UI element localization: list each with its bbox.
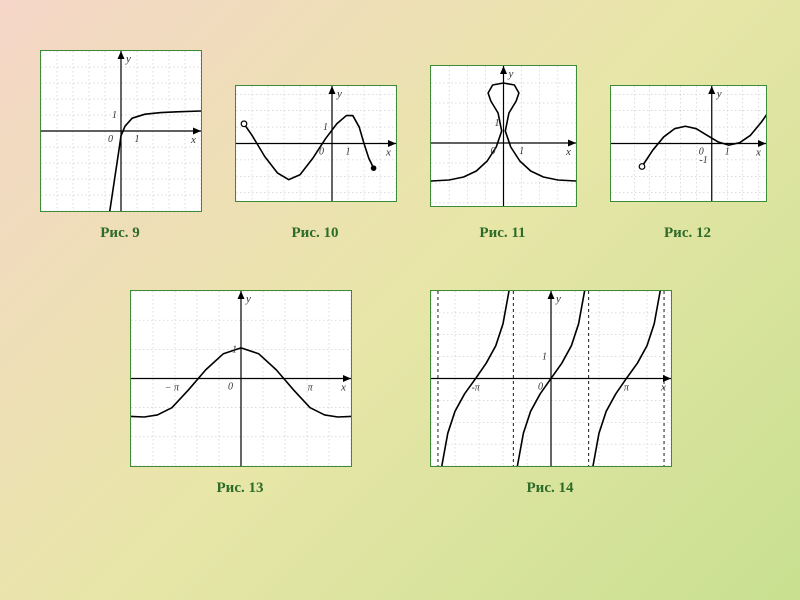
svg-text:0: 0	[108, 134, 113, 145]
svg-text:-π: -π	[471, 383, 480, 394]
svg-text:y: y	[555, 293, 561, 305]
chart-caption-13: Рис. 13	[160, 480, 320, 497]
svg-text:x: x	[190, 134, 196, 146]
svg-text:x: x	[385, 147, 391, 159]
chart-caption-12: Рис. 12	[608, 225, 768, 242]
chart-caption-14: Рис. 14	[470, 480, 630, 497]
svg-text:x: x	[340, 382, 346, 394]
chart-panel-10: y x 0 1 1	[235, 85, 397, 202]
svg-text:0: 0	[538, 382, 543, 393]
chart-caption-9: Рис. 9	[40, 225, 200, 242]
svg-text:π: π	[308, 383, 314, 394]
svg-text:1: 1	[346, 147, 351, 158]
svg-text:-1: -1	[699, 155, 707, 166]
svg-text:x: x	[660, 382, 666, 394]
svg-text:y: y	[245, 293, 251, 305]
svg-text:1: 1	[323, 122, 328, 133]
svg-text:y: y	[508, 68, 514, 80]
svg-text:1: 1	[495, 118, 500, 129]
svg-text:π: π	[624, 383, 630, 394]
svg-text:y: y	[716, 88, 722, 100]
chart-panel-11: y x 0 1 1	[430, 65, 577, 207]
svg-text:1: 1	[232, 344, 237, 355]
svg-text:0: 0	[491, 146, 496, 157]
svg-text:1: 1	[112, 110, 117, 121]
svg-text:1: 1	[542, 352, 547, 363]
chart-panel-13: y x 0 1 − π π	[130, 290, 352, 467]
chart-panel-12: yx01-1	[610, 85, 767, 202]
chart-panel-14: y x 0 1 -π π	[430, 290, 672, 467]
svg-text:1: 1	[135, 134, 140, 145]
svg-text:0: 0	[228, 382, 233, 393]
svg-text:y: y	[336, 88, 342, 100]
svg-text:x: x	[755, 147, 761, 159]
chart-caption-11: Рис. 11	[423, 225, 583, 242]
svg-text:1: 1	[519, 146, 524, 157]
svg-text:y: y	[125, 53, 131, 65]
svg-text:1: 1	[725, 147, 730, 158]
svg-text:x: x	[565, 146, 571, 158]
svg-text:− π: − π	[165, 383, 180, 394]
chart-panel-9: y x 0 1 1	[40, 50, 202, 212]
svg-text:0: 0	[319, 147, 324, 158]
chart-caption-10: Рис. 10	[235, 225, 395, 242]
